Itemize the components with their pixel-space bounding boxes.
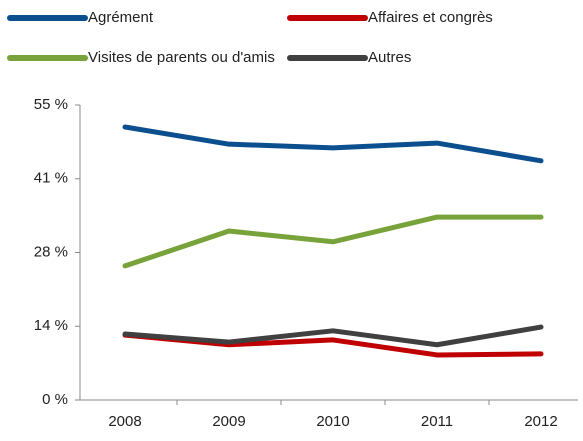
y-tick-label: 0 % — [42, 391, 68, 408]
series-line — [122, 324, 544, 348]
y-tick-label: 41 % — [34, 170, 68, 187]
x-tick-label: 2010 — [316, 413, 349, 430]
y-tick-label: 28 % — [34, 243, 68, 260]
series-line — [122, 124, 544, 164]
x-tick-label: 2008 — [108, 413, 141, 430]
x-tick-label: 2012 — [524, 413, 557, 430]
y-tick-label: 14 % — [34, 317, 68, 334]
series-line — [122, 214, 544, 269]
x-tick-label: 2011 — [421, 413, 453, 430]
legend-label: Autres — [368, 49, 411, 66]
y-tick-label: 55 % — [34, 96, 68, 113]
x-tick-label: 2009 — [212, 413, 245, 430]
legend-label: Affaires et congrès — [368, 9, 493, 26]
legend-label: Visites de parents ou d'amis — [88, 49, 275, 66]
legend-label: Agrément — [88, 9, 154, 26]
